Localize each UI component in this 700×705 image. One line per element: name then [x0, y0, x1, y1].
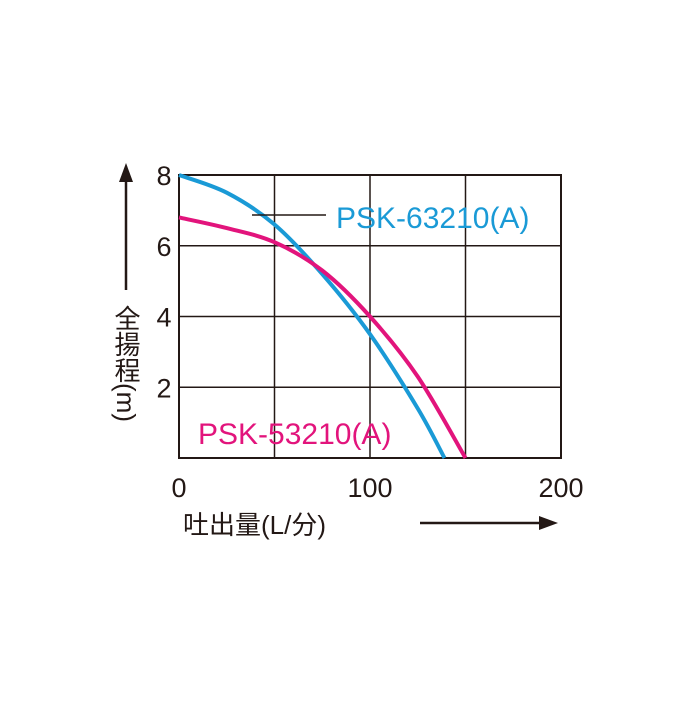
y-tick-label: 4	[156, 303, 171, 333]
x-tick-label: 100	[347, 473, 392, 503]
x-arrow-head	[539, 516, 558, 530]
series-line	[178, 215, 468, 460]
y-tick-label: 2	[156, 373, 171, 403]
y-arrow-head	[119, 163, 133, 182]
series-label: PSK-53210(A)	[198, 418, 391, 451]
x-tick-label: 0	[171, 473, 186, 503]
x-axis-title: 吐出量(L/分)	[183, 510, 326, 540]
y-axis-title: 全揚程(m)	[111, 305, 141, 422]
series-label: PSK-63210(A)	[336, 202, 529, 235]
plot-frame	[178, 174, 562, 459]
series-line	[178, 173, 447, 459]
y-tick-label: 6	[156, 232, 171, 262]
curves	[178, 173, 468, 460]
y-tick-label: 8	[156, 161, 171, 191]
x-tick-label: 200	[538, 473, 583, 503]
